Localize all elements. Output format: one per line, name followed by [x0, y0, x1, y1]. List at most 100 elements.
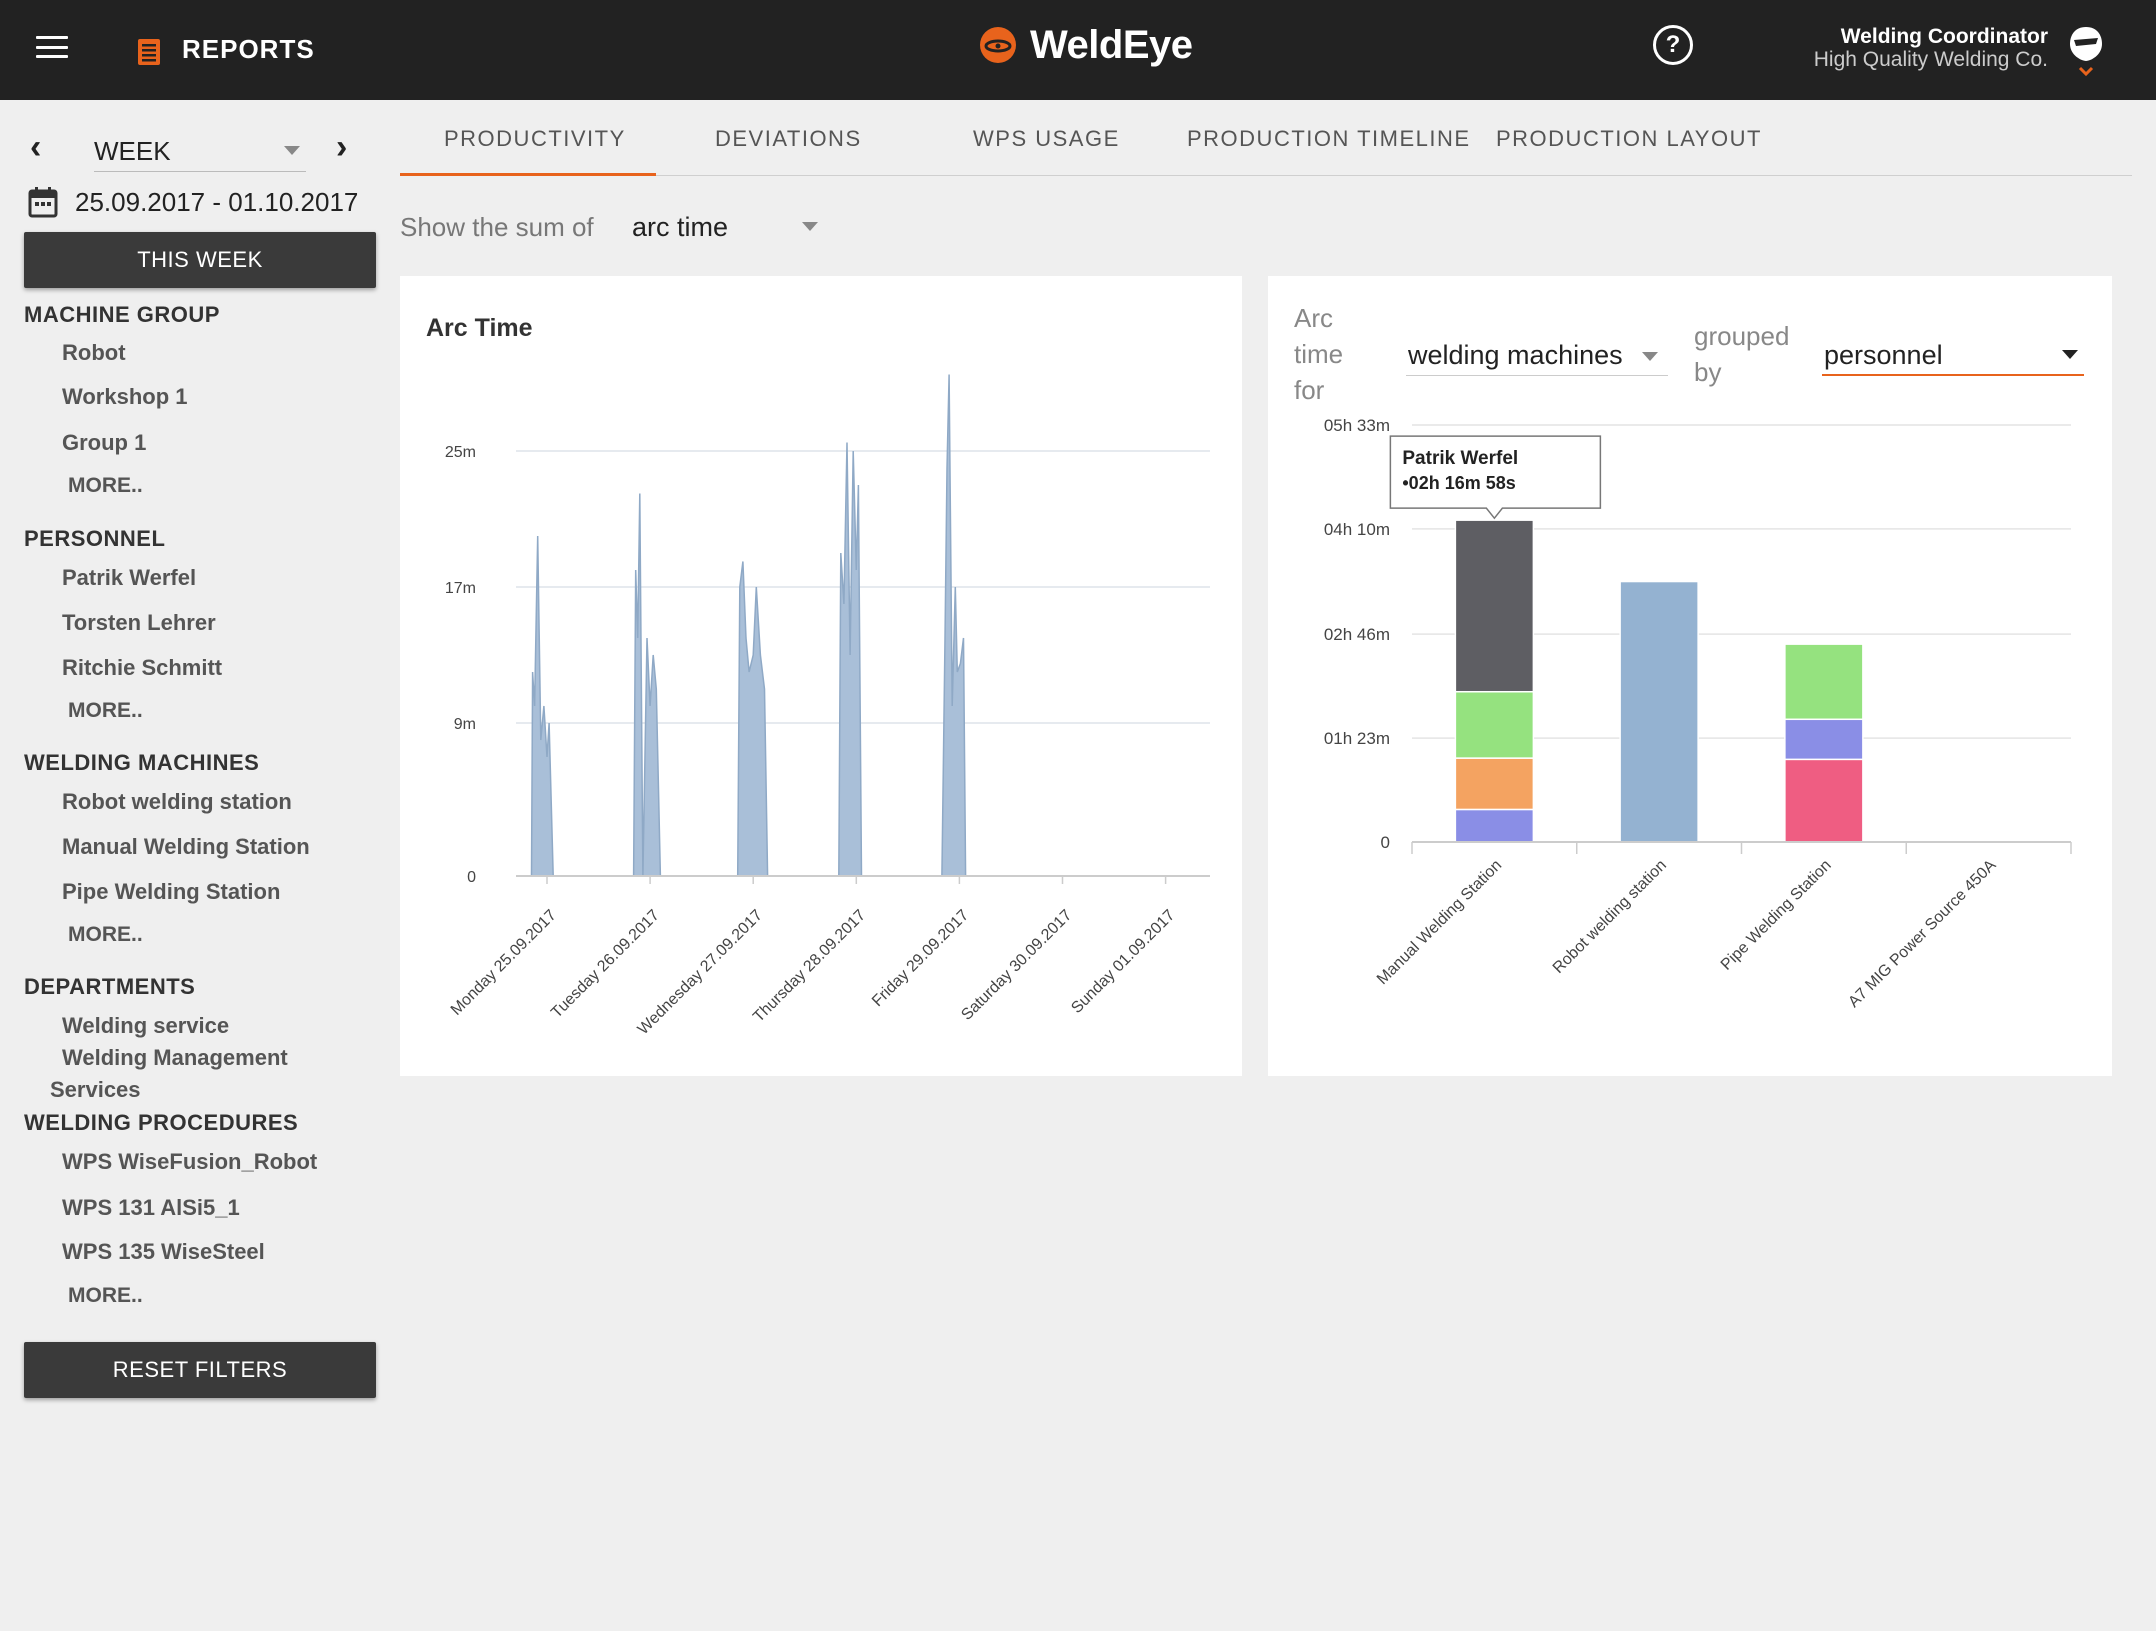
welding-procedures-title: WELDING PROCEDURES [24, 1110, 299, 1135]
x-tick-label: Thursday 28.09.2017 [750, 907, 869, 1026]
tab-productivity[interactable]: PRODUCTIVITY [444, 126, 626, 151]
period-select[interactable]: WEEK [94, 128, 306, 172]
arc-time-card: Arc Time 0 9m 17m 25m Monday 25.09.2017 Tuesd… [400, 276, 1242, 1076]
x-tick-label: Sunday 01.09.2017 [1068, 907, 1178, 1017]
tab-deviations[interactable]: DEVIATIONS [715, 126, 862, 151]
bar-segment [1454, 757, 1535, 811]
bar-segment [1784, 758, 1864, 843]
user-company[interactable]: High Quality Welding Co. [1813, 48, 2048, 71]
sum-select[interactable]: arc time [622, 202, 822, 250]
y-tick-label: 0 [467, 869, 476, 886]
tab-production-timeline[interactable]: PRODUCTION TIMELINE [1187, 126, 1471, 151]
grouped-by-label: grouped by [1694, 321, 1790, 387]
personnel-title: PERSONNEL [24, 526, 166, 551]
tab-production-layout[interactable]: PRODUCTION LAYOUT [1496, 126, 1762, 151]
welding-procedures-item-wps-135-wisesteel[interactable]: WPS 135 WiseSteel [62, 1239, 265, 1264]
period-select-value: WEEK [94, 136, 171, 166]
welding-machines-item-robot-welding-station[interactable]: Robot welding station [62, 789, 292, 814]
x-tick-label: Monday 25.09.2017 [448, 907, 560, 1019]
y-tick-label: 25m [445, 444, 476, 461]
weldeye-logo: WeldEye [978, 20, 1193, 70]
x-tick-label: Tuesday 26.09.2017 [548, 907, 663, 1022]
tab-wps-usage[interactable]: WPS USAGE [973, 126, 1120, 151]
report-tabs: PRODUCTIVITY DEVIATIONS WPS USAGE PRODUC… [400, 118, 2132, 176]
arc-time-area-series [530, 374, 972, 877]
x-tick-label: Friday 29.09.2017 [869, 907, 972, 1010]
machine-group-more-link[interactable]: MORE.. [68, 474, 143, 497]
x-tick-label: Saturday 30.09.2017 [958, 907, 1075, 1024]
weldeye-logo-icon [980, 27, 1016, 63]
previous-week-chevron-icon[interactable]: ‹ [30, 128, 42, 166]
chevron-down-icon [1642, 352, 1658, 361]
top-bar: REPORTS WeldEye ? Welding Coordinator Hi… [0, 0, 2156, 100]
machine-group-item-workshop-1[interactable]: Workshop 1 [62, 384, 188, 409]
arc-time-chart-title: Arc Time [426, 314, 533, 342]
tooltip-box [1389, 435, 1602, 520]
tooltip-value: •02h 16m 58s [1402, 473, 1515, 493]
chevron-down-icon [802, 222, 818, 231]
bar-segment [1454, 808, 1535, 843]
arc-time-for-label: Arc time for [1294, 303, 1344, 405]
grouped-by-select[interactable]: personnel [1822, 334, 2084, 376]
brand-name: WeldEye [1030, 22, 1193, 67]
welding-machines-item-manual-welding-station[interactable]: Manual Welding Station [62, 834, 310, 859]
welding-procedures-item-wps-wisefusion-robot[interactable]: WPS WiseFusion_Robot [62, 1149, 318, 1174]
this-week-button[interactable]: THIS WEEK [24, 232, 376, 288]
bar-segment [1784, 643, 1864, 721]
reports-icon [138, 39, 160, 65]
reset-filters-button[interactable]: RESET FILTERS [24, 1342, 376, 1398]
y-tick-label: 02h 46m [1324, 625, 1390, 644]
next-week-chevron-icon[interactable]: › [336, 128, 348, 166]
y-tick-label: 17m [445, 580, 476, 597]
chevron-down-icon [2062, 350, 2078, 359]
departments-item-welding-service[interactable]: Welding service [62, 1013, 230, 1038]
welding-machines-title: WELDING MACHINES [24, 750, 260, 775]
arc-time-breakdown-card: Arc time for welding machines grouped by… [1268, 276, 2112, 1076]
date-range[interactable]: 25.09.2017 - 01.10.2017 [75, 187, 359, 217]
sum-label: Show the sum of [400, 212, 594, 242]
welding-procedures-more-link[interactable]: MORE.. [68, 1284, 143, 1307]
active-tab-indicator [400, 173, 656, 176]
x-tick-label: Pipe Welding Station [1718, 857, 1835, 974]
machine-group-item-group-1[interactable]: Group 1 [62, 430, 147, 455]
user-role[interactable]: Welding Coordinator [1840, 25, 2048, 48]
machine-group-item-robot[interactable]: Robot [62, 340, 126, 365]
machine-group-title: MACHINE GROUP [24, 302, 220, 327]
bar-segment [1784, 718, 1864, 761]
personnel-more-link[interactable]: MORE.. [68, 699, 143, 722]
bar-segment [1454, 519, 1535, 693]
personnel-item-ritchie-schmitt[interactable]: Ritchie Schmitt [62, 655, 223, 680]
y-tick-label: 9m [454, 716, 476, 733]
departments-item-welding-management[interactable]: Welding Management [62, 1045, 288, 1070]
welding-machines-item-pipe-welding-station[interactable]: Pipe Welding Station [62, 879, 281, 904]
x-tick-label: A7 MIG Power Source 450A [1845, 857, 1999, 1011]
grouped-by-value: personnel [1824, 340, 1943, 370]
personnel-item-patrik-werfel[interactable]: Patrik Werfel [62, 565, 197, 590]
welding-procedures-item-wps-131-alsi5-1[interactable]: WPS 131 AlSi5_1 [62, 1195, 240, 1220]
tooltip-title: Patrik Werfel [1402, 448, 1518, 469]
chevron-down-icon [284, 146, 300, 155]
departments-item-services[interactable]: Services [50, 1077, 141, 1102]
departments-title: DEPARTMENTS [24, 974, 196, 999]
bar-segment [1454, 690, 1535, 759]
y-tick-label: 0 [1381, 833, 1390, 852]
y-tick-label: 05h 33m [1324, 416, 1390, 435]
help-icon[interactable]: ? [1653, 25, 1693, 65]
user-avatar-icon[interactable] [2066, 24, 2106, 78]
calendar-icon[interactable] [28, 186, 58, 218]
y-tick-label: 01h 23m [1324, 729, 1390, 748]
menu-icon[interactable] [36, 36, 68, 58]
welding-machines-more-link[interactable]: MORE.. [68, 923, 143, 946]
x-tick-label: Manual Welding Station [1374, 857, 1505, 988]
section-title: REPORTS [182, 34, 315, 64]
bar-tooltip: Patrik Werfel •02h 16m 58s [1389, 435, 1602, 520]
x-tick-label: Robot welding station [1550, 857, 1670, 977]
arc-time-stacked-bar-chart: 0 01h 23m 02h 46m 04h 10m 05h 33m Manual Weld… [1324, 416, 2072, 1011]
bar-segment [1619, 580, 1699, 843]
arc-time-for-select[interactable]: welding machines [1406, 334, 1668, 376]
personnel-item-torsten-lehrer[interactable]: Torsten Lehrer [62, 610, 216, 635]
arc-time-for-value: welding machines [1408, 340, 1623, 370]
y-tick-label: 04h 10m [1324, 520, 1390, 539]
sum-select-value: arc time [632, 212, 729, 242]
